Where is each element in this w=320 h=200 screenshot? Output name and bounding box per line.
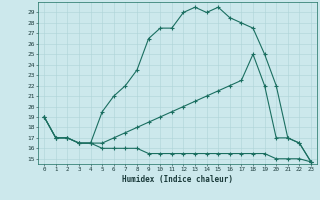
X-axis label: Humidex (Indice chaleur): Humidex (Indice chaleur) bbox=[122, 175, 233, 184]
